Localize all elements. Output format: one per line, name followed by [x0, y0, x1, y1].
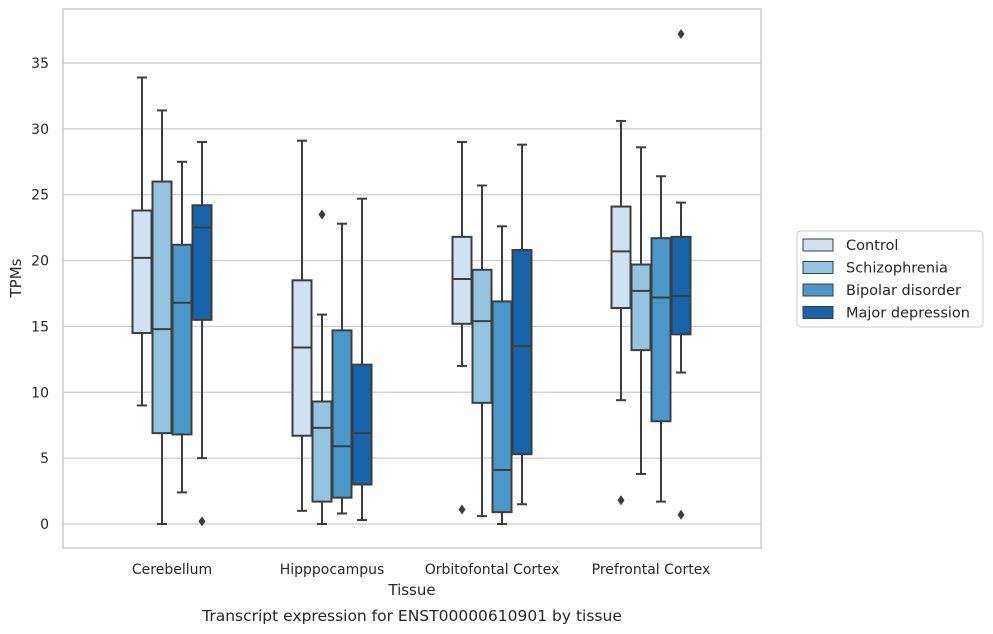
x-tick-label-4: Prefrontal Cortex [592, 562, 711, 578]
y-tick-label-20: 20 [31, 254, 49, 270]
y-tick-label-35: 35 [31, 56, 49, 72]
legend-label-3: Bipolar disorder [846, 283, 961, 299]
box-1-1 [131, 76, 153, 407]
box-1-3 [451, 141, 473, 515]
flier-1 [617, 495, 625, 506]
box-4-2 [351, 197, 373, 522]
legend-label-2: Schizophrenia [846, 261, 948, 277]
x-axis-label: Tissue [387, 581, 435, 599]
y-tick-label-0: 0 [40, 517, 49, 533]
box-rect [630, 263, 652, 352]
chart-caption: Transcript expression for ENST0000061090… [201, 607, 622, 625]
box-3-4 [650, 175, 672, 503]
box-4-1 [191, 141, 213, 527]
y-tick-labels: 0 5 10 15 20 25 30 35 [31, 56, 49, 533]
y-axis-label: TPMs [7, 258, 25, 298]
x-tick-labels: Cerebellum Hipppocampus Orbitofontal Corte… [132, 562, 710, 578]
box-1-2 [291, 139, 313, 512]
box-rect [331, 329, 353, 499]
box-rect [670, 235, 692, 336]
box-1-4 [610, 119, 632, 506]
legend-label-4: Major depression [846, 306, 970, 322]
flier-1 [318, 209, 326, 220]
legend-label-1: Control [846, 238, 898, 254]
box-3-1 [171, 160, 193, 494]
box-rect [610, 205, 632, 309]
flier-1 [198, 516, 206, 527]
box-4-4 [670, 29, 692, 520]
box-rect [471, 268, 493, 404]
box-rect [511, 249, 533, 456]
y-tick-label-5: 5 [40, 451, 49, 467]
box-rect [451, 235, 473, 325]
box-rect [131, 209, 153, 335]
box-3-2 [331, 222, 353, 515]
y-tick-label-15: 15 [31, 319, 49, 335]
legend-swatch-1 [802, 238, 834, 252]
box-2-4 [630, 146, 652, 475]
y-tick-label-25: 25 [31, 188, 49, 204]
x-tick-label-2: Hipppocampus [280, 562, 385, 578]
flier-1 [458, 504, 466, 515]
legend: Control Schizophrenia Bipolar disorder Majo… [796, 230, 984, 328]
flier-2 [677, 29, 685, 40]
y-tick-label-30: 30 [31, 122, 49, 138]
legend-frame [796, 230, 984, 328]
x-tick-label-1: Cerebellum [132, 562, 212, 578]
box-rect [491, 300, 513, 514]
flier-1 [677, 509, 685, 520]
legend-swatch-3 [802, 283, 834, 297]
box-rect [171, 243, 193, 436]
box-4-3 [511, 143, 533, 506]
box-rect [351, 363, 373, 486]
box-rect [650, 237, 672, 423]
plot-frame [62, 8, 762, 549]
box-rect [151, 180, 173, 435]
legend-swatch-2 [802, 261, 834, 274]
legend-swatch-4 [802, 306, 834, 319]
x-tick-label-3: Orbitofontal Cortex [425, 562, 560, 578]
box-rect [191, 204, 213, 321]
box-groups [131, 29, 692, 527]
box-rect [311, 400, 333, 503]
box-rect [291, 279, 313, 437]
y-tick-label-10: 10 [31, 385, 49, 401]
